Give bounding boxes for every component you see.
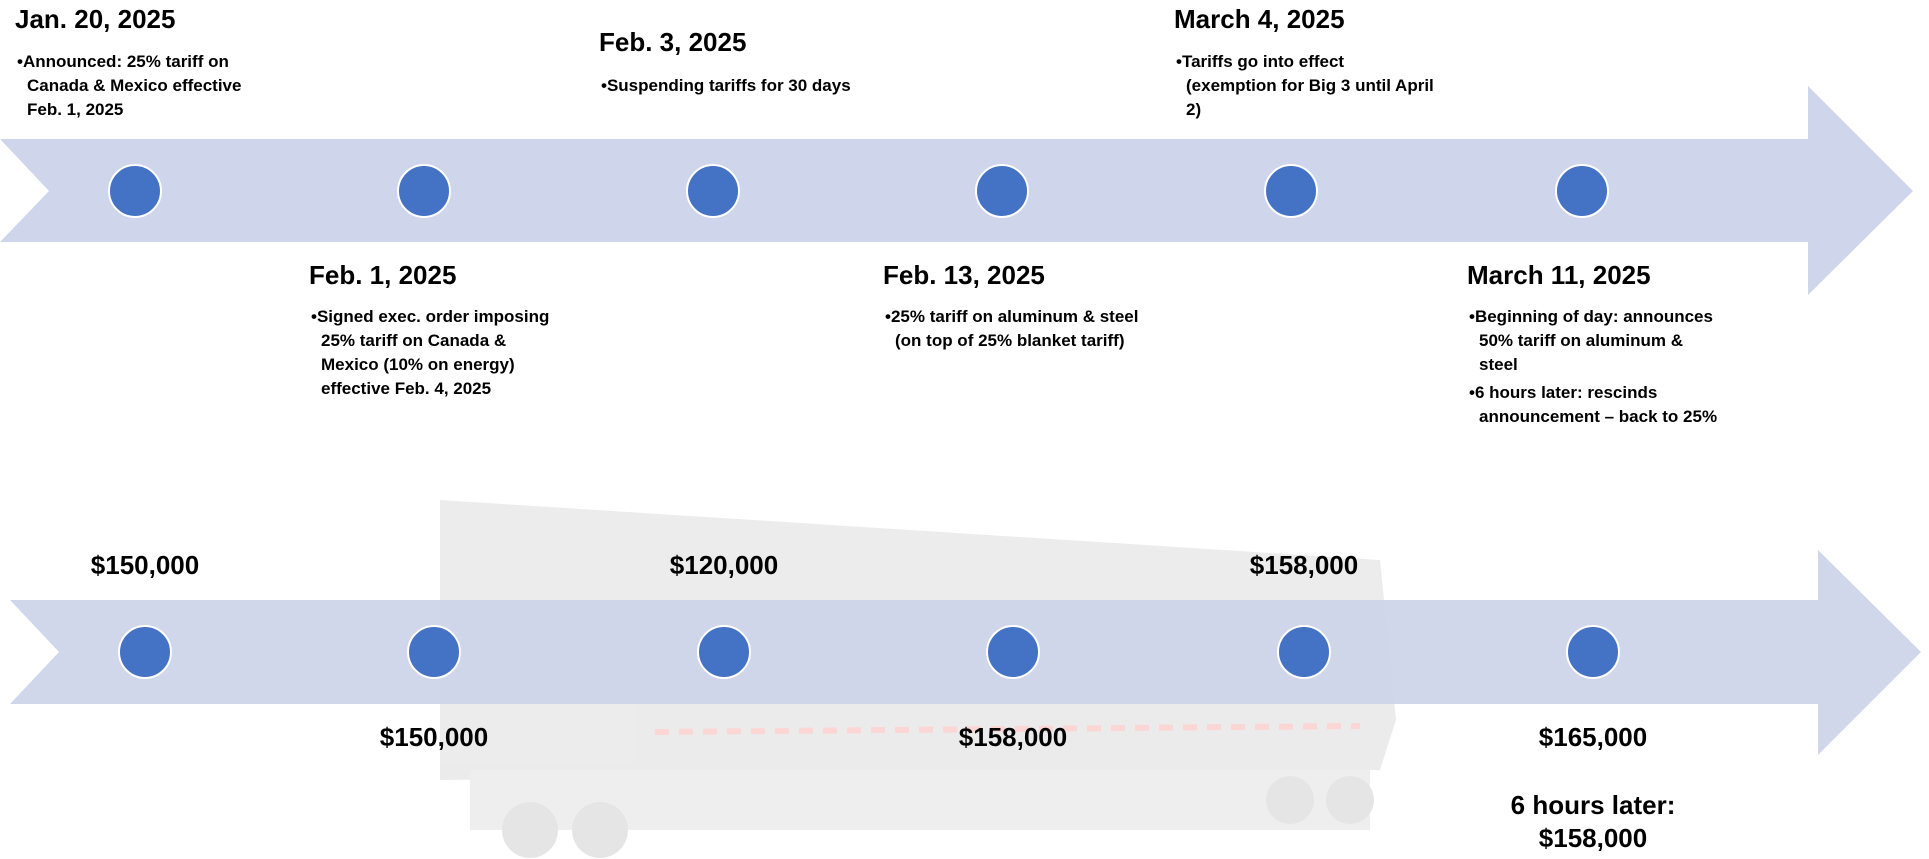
milestone-dot <box>976 165 1028 217</box>
price-label: $158,000 <box>959 722 1067 753</box>
event-date: March 4, 2025 <box>1174 4 1345 35</box>
milestone-dot <box>687 165 739 217</box>
price-label: $158,000 <box>1250 550 1358 581</box>
event-date: Feb. 1, 2025 <box>309 260 456 291</box>
price-label: $165,000 <box>1539 722 1647 753</box>
milestone-dot <box>1265 165 1317 217</box>
timeline-page: Jan. 20, 2025 Announced: 25% tariff on Ca… <box>0 0 1929 859</box>
event-date: March 11, 2025 <box>1467 260 1651 291</box>
price-note: $158,000 <box>1539 823 1647 854</box>
event-bullet: Beginning of day: announces 50% tariff o… <box>1467 305 1724 377</box>
event-bullet: Signed exec. order imposing 25% tariff o… <box>309 305 561 401</box>
event-bullet: Tariffs go into effect (exemption for Bi… <box>1174 50 1436 122</box>
event-date: Jan. 20, 2025 <box>15 4 175 35</box>
price-label: $120,000 <box>670 550 778 581</box>
milestone-dot <box>987 626 1039 678</box>
event-bullet: Announced: 25% tariff on Canada & Mexico… <box>15 50 277 122</box>
milestone-dot <box>119 626 171 678</box>
milestone-dot <box>408 626 460 678</box>
event-bullet: 25% tariff on aluminum & steel (on top o… <box>883 305 1145 353</box>
price-label: $150,000 <box>91 550 199 581</box>
price-label: $150,000 <box>380 722 488 753</box>
milestone-dot <box>1278 626 1330 678</box>
event-bullet: 6 hours later: rescinds announcement – b… <box>1467 381 1724 429</box>
milestone-dot <box>1556 165 1608 217</box>
event-bullet: Suspending tariffs for 30 days <box>599 74 856 98</box>
milestone-dot <box>1567 626 1619 678</box>
milestone-dot <box>398 165 450 217</box>
event-date: Feb. 13, 2025 <box>883 260 1045 291</box>
event-date: Feb. 3, 2025 <box>599 27 746 58</box>
milestone-dot <box>109 165 161 217</box>
price-note: 6 hours later: <box>1511 790 1676 821</box>
milestone-dot <box>698 626 750 678</box>
